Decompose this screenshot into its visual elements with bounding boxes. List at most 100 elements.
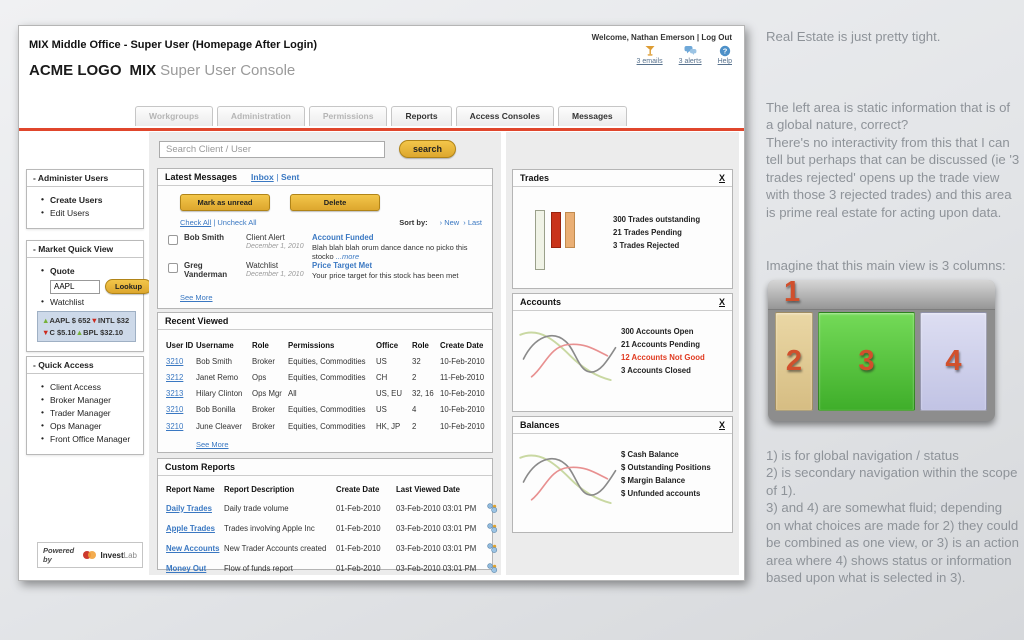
svg-text:?: ? bbox=[723, 47, 728, 56]
custom-reports-panel: Custom Reports Report Name Report Descrip… bbox=[157, 458, 498, 573]
report-history-icon[interactable] bbox=[486, 503, 499, 514]
emails-link[interactable]: 3 emails bbox=[636, 58, 663, 65]
user-id-link[interactable]: 3213 bbox=[166, 389, 184, 399]
note-paragraph: The left area is static information that… bbox=[766, 100, 1020, 220]
sidebar-item-broker-manager[interactable]: Broker Manager bbox=[41, 394, 140, 405]
inbox-link[interactable]: Inbox bbox=[251, 172, 274, 182]
tab-administration[interactable]: Administration bbox=[216, 106, 305, 126]
trades-title: Trades bbox=[520, 173, 550, 183]
diagram-number: 2 bbox=[785, 345, 803, 377]
administer-users-box: - Administer Users Create Users Edit Use… bbox=[26, 169, 144, 229]
right-column: Trades X 300 Trades outstanding 21 Trades… bbox=[506, 132, 739, 575]
logout-link[interactable]: Log Out bbox=[701, 33, 732, 42]
investlab-light: Lab bbox=[123, 550, 137, 560]
logo-row: ACME LOGO MIX Super User Console bbox=[29, 62, 295, 79]
search-button[interactable]: search bbox=[399, 140, 457, 158]
table-row: 3210 Bob Bonilla Broker Equities, Commoditi… bbox=[166, 405, 485, 415]
more-link[interactable]: ...more bbox=[335, 252, 360, 261]
recent-viewed-panel: Recent Viewed User ID Username Role Permiss… bbox=[157, 312, 493, 453]
tab-workgroups[interactable]: Workgroups bbox=[135, 106, 213, 126]
sort-new-link[interactable]: › New bbox=[439, 218, 460, 227]
investlab-bold: Invest bbox=[100, 550, 124, 560]
quote-input[interactable] bbox=[50, 279, 100, 294]
sidebar-item-ops-manager[interactable]: Ops Manager bbox=[41, 420, 140, 431]
report-history-icon[interactable] bbox=[486, 543, 499, 554]
ticker-entry: BPL $32.10 bbox=[83, 327, 124, 337]
tab-reports[interactable]: Reports bbox=[391, 106, 452, 126]
report-name-link[interactable]: New Accounts bbox=[166, 544, 220, 554]
report-name-link[interactable]: Apple Trades bbox=[166, 523, 215, 533]
ticker-entry: AAPL $ 652 bbox=[49, 316, 91, 325]
investlab-logo-icon bbox=[82, 551, 97, 559]
sidebar-item-trader-manager[interactable]: Trader Manager bbox=[41, 407, 140, 418]
close-icon[interactable]: X bbox=[718, 173, 725, 183]
report-history-icon[interactable] bbox=[486, 523, 499, 534]
report-history-icon[interactable] bbox=[486, 563, 499, 574]
tab-permissions[interactable]: Permissions bbox=[308, 106, 388, 126]
up-triangle-icon: ▲ bbox=[42, 316, 50, 325]
lookup-button[interactable]: Lookup bbox=[105, 279, 153, 294]
message-type: Client Alert bbox=[246, 233, 285, 242]
report-name-link[interactable]: Money Out bbox=[166, 564, 207, 574]
sent-link[interactable]: Sent bbox=[280, 172, 300, 182]
diagram-number: 1 bbox=[784, 276, 801, 308]
table-row: Money Out Flow of funds report 01-Feb-2010… bbox=[166, 559, 498, 579]
close-icon[interactable]: X bbox=[718, 420, 725, 430]
sidebar-item-client-access[interactable]: Client Access bbox=[41, 381, 140, 392]
sort-last-link[interactable]: › Last bbox=[463, 218, 482, 227]
quick-access-title: - Quick Access bbox=[27, 357, 143, 374]
report-name-link[interactable]: Daily Trades bbox=[166, 503, 212, 513]
message-row: Bob Smith Client Alert December 1, 2010 A… bbox=[168, 233, 484, 261]
mark-as-unread-button[interactable]: Mark as unread bbox=[180, 194, 270, 211]
separator: | bbox=[696, 33, 700, 42]
accounts-stat: 300 Accounts Open bbox=[621, 327, 694, 336]
tab-messages[interactable]: Messages bbox=[557, 106, 627, 126]
see-more-link[interactable]: See More bbox=[196, 440, 229, 450]
down-triangle-icon: ▼ bbox=[42, 327, 50, 337]
message-subject-link[interactable]: Account Funded bbox=[312, 233, 374, 242]
note-paragraph: 1) is for global navigation / status 2) … bbox=[766, 448, 1019, 585]
down-triangle-icon: ▼ bbox=[90, 316, 99, 325]
help-icon: ? bbox=[719, 45, 730, 57]
powered-by-badge: Powered by InvestLab bbox=[37, 542, 143, 568]
accounts-stat: 21 Accounts Pending bbox=[621, 339, 700, 349]
user-id-link[interactable]: 3210 bbox=[166, 421, 184, 431]
message-checkbox[interactable] bbox=[168, 263, 178, 273]
up-triangle-icon: ▲ bbox=[75, 327, 84, 337]
recent-table-header: User ID Username Role Permissions Office Role… bbox=[166, 340, 484, 350]
sidebar-item-edit-users[interactable]: Edit Users bbox=[41, 207, 140, 218]
table-row: New Accounts New Trader Accounts created 0… bbox=[166, 539, 498, 559]
watchlist-label[interactable]: Watchlist bbox=[41, 296, 140, 307]
message-checkbox[interactable] bbox=[168, 235, 178, 245]
balances-stat: $ Unfunded accounts bbox=[621, 488, 701, 498]
accounts-stat: 3 Accounts Closed bbox=[621, 365, 691, 375]
trades-stat: 3 Trades Rejected bbox=[613, 240, 680, 250]
close-icon[interactable]: X bbox=[718, 297, 725, 307]
uncheck-all-link[interactable]: | Uncheck All bbox=[213, 218, 257, 227]
watchlist-ticker: ▲AAPL $ 652▼INTL $32 ▼C $5.10▲BPL $32.10 bbox=[37, 311, 136, 343]
wireframe-page: MIX Middle Office - Super User (Homepage… bbox=[18, 25, 745, 581]
market-quick-view-box: - Market Quick View Quote Lookup Watchli… bbox=[26, 240, 153, 353]
balances-title: Balances bbox=[520, 420, 560, 430]
tab-access-consoles[interactable]: Access Consoles bbox=[455, 106, 554, 126]
delete-button[interactable]: Delete bbox=[290, 194, 380, 211]
user-id-link[interactable]: 3212 bbox=[166, 372, 184, 382]
accounts-title: Accounts bbox=[520, 297, 562, 307]
user-id-link[interactable]: 3210 bbox=[166, 356, 184, 366]
user-id-link[interactable]: 3210 bbox=[166, 405, 184, 415]
reports-table-header: Report Name Report Description Create Date… bbox=[166, 484, 460, 494]
help-link[interactable]: Help bbox=[717, 58, 732, 65]
console-subtitle: Super User Console bbox=[160, 62, 296, 79]
sidebar-item-front-office-manager[interactable]: Front Office Manager bbox=[41, 433, 140, 444]
sidebar-item-create-users[interactable]: Create Users bbox=[41, 194, 140, 205]
trades-stat: 21 Trades Pending bbox=[613, 227, 682, 237]
diagram-number: 3 bbox=[858, 345, 875, 377]
market-quick-view-title: - Market Quick View bbox=[27, 241, 143, 258]
see-more-link[interactable]: See More bbox=[180, 293, 213, 302]
alerts-link[interactable]: 3 alerts bbox=[678, 58, 702, 65]
message-subject-link[interactable]: Price Target Met bbox=[312, 261, 373, 270]
check-all-link[interactable]: Check All bbox=[180, 218, 212, 227]
message-body: Blah blah blah orum dance dance no picko… bbox=[312, 243, 468, 261]
acme-logo: ACME LOGO bbox=[29, 62, 122, 79]
search-input[interactable] bbox=[159, 140, 385, 158]
